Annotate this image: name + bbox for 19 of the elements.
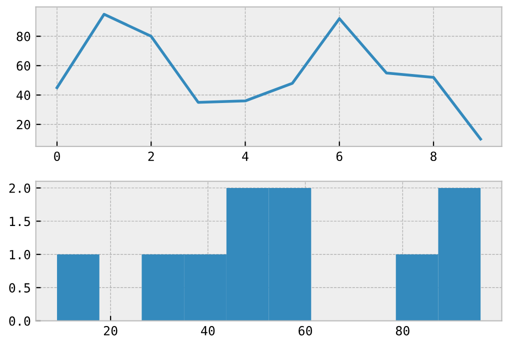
- x-tick-label: 0: [54, 152, 60, 162]
- y-tick-label: 2.0: [9, 183, 30, 193]
- y-tick-label: 20: [16, 120, 30, 130]
- x-tick-label: 60: [298, 326, 312, 336]
- y-tick-label: 80: [16, 32, 30, 42]
- y-tick-label: 1.5: [10, 216, 30, 226]
- x-tick-label: 8: [430, 152, 436, 162]
- y-tick-label: 0.0: [9, 316, 30, 326]
- x-tick-label: 20: [104, 326, 118, 336]
- x-tick-label: 2: [148, 152, 154, 161]
- x-tick-label: 40: [201, 326, 215, 336]
- x-tick-label: 4: [242, 152, 248, 161]
- x-tick-label: 6: [336, 152, 342, 162]
- y-tick-label: 40: [16, 90, 30, 100]
- y-tick-label: 0.5: [9, 283, 30, 293]
- x-tick-label: 80: [396, 326, 410, 336]
- y-tick-label: 60: [16, 61, 30, 71]
- y-tick-label: 1.0: [10, 250, 30, 260]
- line-series: [56, 12, 482, 140]
